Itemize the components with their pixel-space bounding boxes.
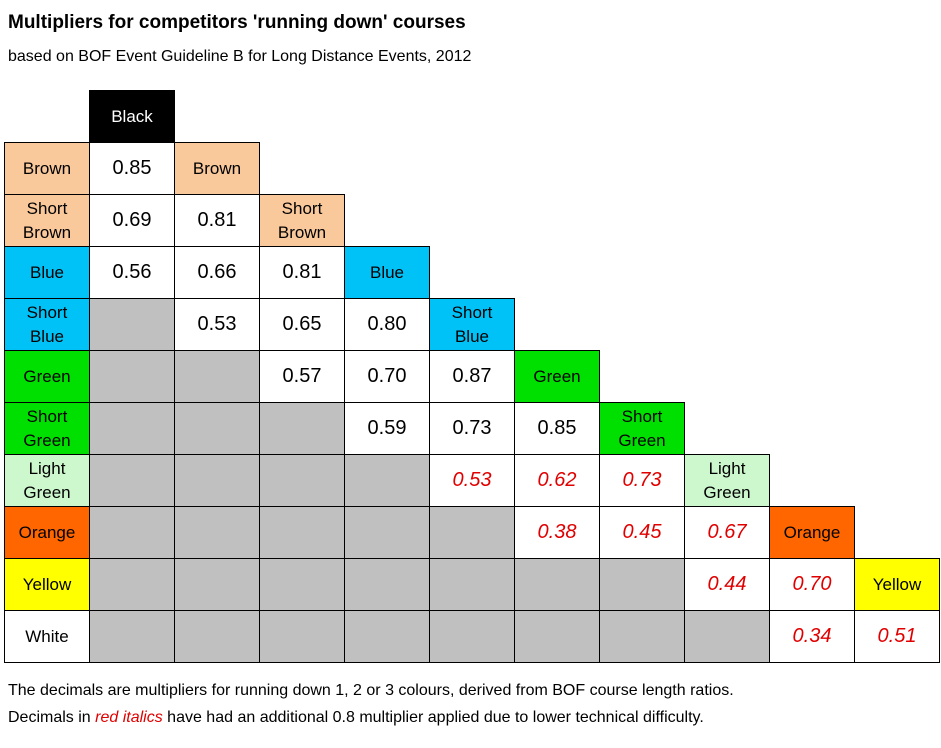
empty-cell — [514, 610, 600, 663]
empty-cell — [429, 558, 515, 611]
multiplier-cell: 0.59 — [344, 402, 430, 455]
multiplier-cell: 0.53 — [174, 298, 260, 351]
row-label: White — [4, 610, 90, 663]
multiplier-cell: 0.56 — [89, 246, 175, 299]
column-header: Green — [514, 350, 600, 403]
column-header: Short Green — [599, 402, 685, 455]
empty-cell — [174, 350, 260, 403]
multiplier-cell: 0.87 — [429, 350, 515, 403]
footnote-line-2-pre: Decimals in — [8, 709, 96, 726]
empty-cell — [259, 454, 345, 507]
empty-cell — [89, 350, 175, 403]
multiplier-cell: 0.38 — [514, 506, 600, 559]
column-header: Short Brown — [259, 194, 345, 247]
empty-cell — [344, 506, 430, 559]
multiplier-cell: 0.67 — [684, 506, 770, 559]
empty-cell — [174, 506, 260, 559]
multiplier-cell: 0.81 — [174, 194, 260, 247]
empty-cell — [89, 610, 175, 663]
column-header: Blue — [344, 246, 430, 299]
multiplier-cell: 0.70 — [769, 558, 855, 611]
multiplier-cell: 0.69 — [89, 194, 175, 247]
empty-cell — [89, 298, 175, 351]
multiplier-cell: 0.57 — [259, 350, 345, 403]
multiplier-cell: 0.80 — [344, 298, 430, 351]
row-label: Short Green — [4, 402, 90, 455]
footnote-line-1: The decimals are multipliers for running… — [8, 682, 734, 699]
footnote-red-italics: red italics — [95, 709, 163, 726]
empty-cell — [259, 506, 345, 559]
empty-cell — [429, 506, 515, 559]
column-header: Brown — [174, 142, 260, 195]
multiplier-cell: 0.85 — [89, 142, 175, 195]
multiplier-cell: 0.81 — [259, 246, 345, 299]
row-label: Green — [4, 350, 90, 403]
page-subtitle: based on BOF Event Guideline B for Long … — [8, 48, 472, 65]
empty-cell — [174, 402, 260, 455]
multiplier-cell: 0.34 — [769, 610, 855, 663]
row-label: Short Brown — [4, 194, 90, 247]
multiplier-cell: 0.53 — [429, 454, 515, 507]
footnote-line-2: Decimals in red italics have had an addi… — [8, 709, 704, 727]
page-title: Multipliers for competitors 'running dow… — [8, 12, 466, 33]
empty-cell — [174, 454, 260, 507]
multiplier-cell: 0.70 — [344, 350, 430, 403]
footnote-line-2-post: have had an additional 0.8 multiplier ap… — [162, 709, 704, 726]
empty-cell — [344, 454, 430, 507]
empty-cell — [599, 558, 685, 611]
multiplier-cell: 0.51 — [854, 610, 940, 663]
empty-cell — [89, 454, 175, 507]
empty-cell — [259, 610, 345, 663]
row-label: Orange — [4, 506, 90, 559]
row-label: Brown — [4, 142, 90, 195]
empty-cell — [89, 506, 175, 559]
multiplier-cell: 0.85 — [514, 402, 600, 455]
multiplier-cell: 0.44 — [684, 558, 770, 611]
empty-cell — [259, 402, 345, 455]
row-label: Short Blue — [4, 298, 90, 351]
multiplier-cell: 0.66 — [174, 246, 260, 299]
empty-cell — [259, 558, 345, 611]
multiplier-cell: 0.73 — [429, 402, 515, 455]
empty-cell — [344, 610, 430, 663]
empty-cell — [344, 558, 430, 611]
column-header: Light Green — [684, 454, 770, 507]
empty-cell — [89, 558, 175, 611]
empty-cell — [174, 558, 260, 611]
empty-cell — [174, 610, 260, 663]
column-header: Yellow — [854, 558, 940, 611]
row-label: Yellow — [4, 558, 90, 611]
multiplier-cell: 0.45 — [599, 506, 685, 559]
row-label: Light Green — [4, 454, 90, 507]
empty-cell — [429, 610, 515, 663]
multiplier-cell: 0.62 — [514, 454, 600, 507]
column-header: Short Blue — [429, 298, 515, 351]
multiplier-cell: 0.73 — [599, 454, 685, 507]
empty-cell — [89, 402, 175, 455]
column-header: Orange — [769, 506, 855, 559]
column-header: Black — [89, 90, 175, 143]
empty-cell — [599, 610, 685, 663]
row-label: Blue — [4, 246, 90, 299]
empty-cell — [514, 558, 600, 611]
multiplier-cell: 0.65 — [259, 298, 345, 351]
empty-cell — [684, 610, 770, 663]
